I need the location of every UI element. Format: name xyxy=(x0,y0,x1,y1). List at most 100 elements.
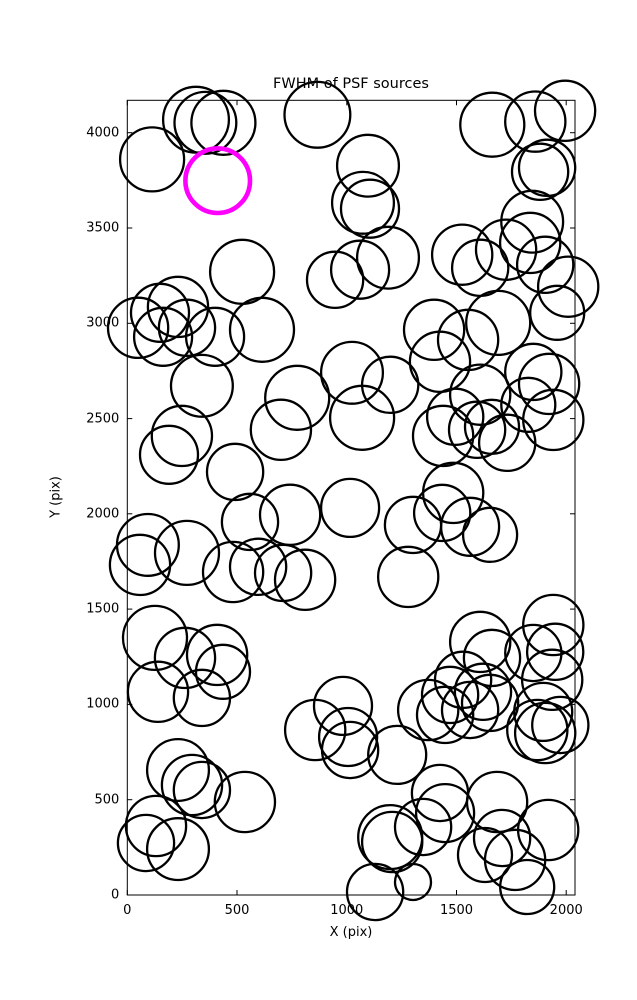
psf-circle xyxy=(448,363,512,426)
y-tick-label: 3000 xyxy=(86,315,120,331)
psf-circle xyxy=(150,404,214,468)
psf-circle xyxy=(463,398,521,455)
psf-circle xyxy=(205,442,265,502)
psf-circle xyxy=(522,388,585,452)
psf-circle xyxy=(108,533,172,597)
psf-circle xyxy=(500,189,565,254)
psf-circle xyxy=(145,737,211,803)
psf-circle xyxy=(415,685,475,745)
y-tick-label: 500 xyxy=(94,792,120,808)
psf-circle xyxy=(106,296,170,360)
psf-circle xyxy=(328,384,396,451)
x-tick-label: 1500 xyxy=(439,903,474,918)
psf-circle xyxy=(410,763,470,823)
psf-circle xyxy=(360,810,424,874)
psf-circle xyxy=(330,170,396,235)
psf-circle xyxy=(264,364,331,431)
psf-circle xyxy=(335,133,401,198)
psf-circle xyxy=(477,413,537,473)
y-tick-label: 1000 xyxy=(86,696,120,712)
psf-circle xyxy=(516,798,580,862)
psf-circle xyxy=(414,782,476,844)
psf-circle xyxy=(533,79,597,143)
psf-circle xyxy=(124,794,188,858)
psf-circle xyxy=(146,275,210,339)
psf-circle xyxy=(367,724,428,786)
psf-circle xyxy=(420,665,480,725)
psf-circle xyxy=(425,387,485,447)
psf-circle xyxy=(138,424,200,485)
psf-circle xyxy=(157,298,217,358)
psf-circle xyxy=(531,695,590,755)
psf-circle xyxy=(312,675,374,737)
psf-circle xyxy=(447,400,507,460)
psf-circle xyxy=(504,90,567,153)
psf-circle xyxy=(116,813,176,873)
psf-circle xyxy=(461,506,519,563)
psf-circle xyxy=(190,89,257,156)
psf-circle xyxy=(258,483,322,547)
psf-circle xyxy=(169,353,234,418)
psf-circle xyxy=(506,698,569,762)
psf-circle xyxy=(320,720,380,780)
psf-circle xyxy=(453,662,513,722)
psf-circle xyxy=(450,238,510,298)
psf-circle xyxy=(522,593,585,657)
psf-circle xyxy=(517,352,581,416)
psf-circle xyxy=(513,681,574,743)
psf-circle xyxy=(185,623,249,687)
psf-circle xyxy=(465,770,529,834)
y-tick-label: 4000 xyxy=(86,125,120,141)
psf-circle xyxy=(319,477,381,539)
psf-circle xyxy=(498,211,562,275)
x-tick-label: 500 xyxy=(224,903,250,918)
psf-circle xyxy=(249,398,313,462)
psf-circle xyxy=(411,404,475,468)
x-axis-label: X (pix) xyxy=(329,925,373,940)
psf-circle xyxy=(504,342,563,402)
x-tick-label: 1000 xyxy=(330,903,364,918)
psf-circle xyxy=(220,492,280,552)
psf-circle xyxy=(393,797,453,857)
psf-circle xyxy=(412,483,472,543)
psf-circle xyxy=(462,628,522,688)
psf-circle xyxy=(472,808,532,868)
y-axis-label: Y (pix) xyxy=(48,476,64,518)
psf-circle xyxy=(283,80,352,149)
psf-circle xyxy=(173,90,238,155)
psf-circle xyxy=(430,223,494,286)
psf-circle xyxy=(525,622,585,682)
y-tick-label: 1500 xyxy=(86,601,120,617)
axes-frame xyxy=(126,99,576,896)
y-tick-label: 3500 xyxy=(86,220,120,236)
psf-circle xyxy=(153,626,217,690)
psf-circle xyxy=(499,858,556,916)
psf-circle xyxy=(213,770,277,834)
y-tick-label: 2000 xyxy=(86,506,120,522)
psf-circle xyxy=(504,623,563,683)
psf-circle xyxy=(529,284,586,341)
psf-circle xyxy=(448,610,512,674)
psf-circle xyxy=(228,296,296,363)
psf-circle xyxy=(465,289,532,357)
psf-circle xyxy=(456,826,514,884)
psf-circle xyxy=(132,306,194,367)
x-tick-label: 2000 xyxy=(549,903,583,918)
y-tick-label: 2500 xyxy=(86,411,120,427)
psf-circle xyxy=(184,306,246,367)
psf-circle xyxy=(393,862,433,902)
psf-circle xyxy=(520,648,584,712)
psf-circle xyxy=(228,537,288,597)
psf-circle xyxy=(339,178,401,239)
psf-circle xyxy=(305,250,365,310)
psf-circle xyxy=(208,238,276,305)
psf-circle xyxy=(118,126,186,193)
psf-circle xyxy=(201,540,265,604)
psf-circle xyxy=(317,706,379,768)
psf-circle xyxy=(172,760,232,820)
psf-circle xyxy=(329,239,391,300)
psf-circle xyxy=(126,660,190,724)
psf-circle xyxy=(161,85,231,154)
psf-circle xyxy=(396,678,460,742)
